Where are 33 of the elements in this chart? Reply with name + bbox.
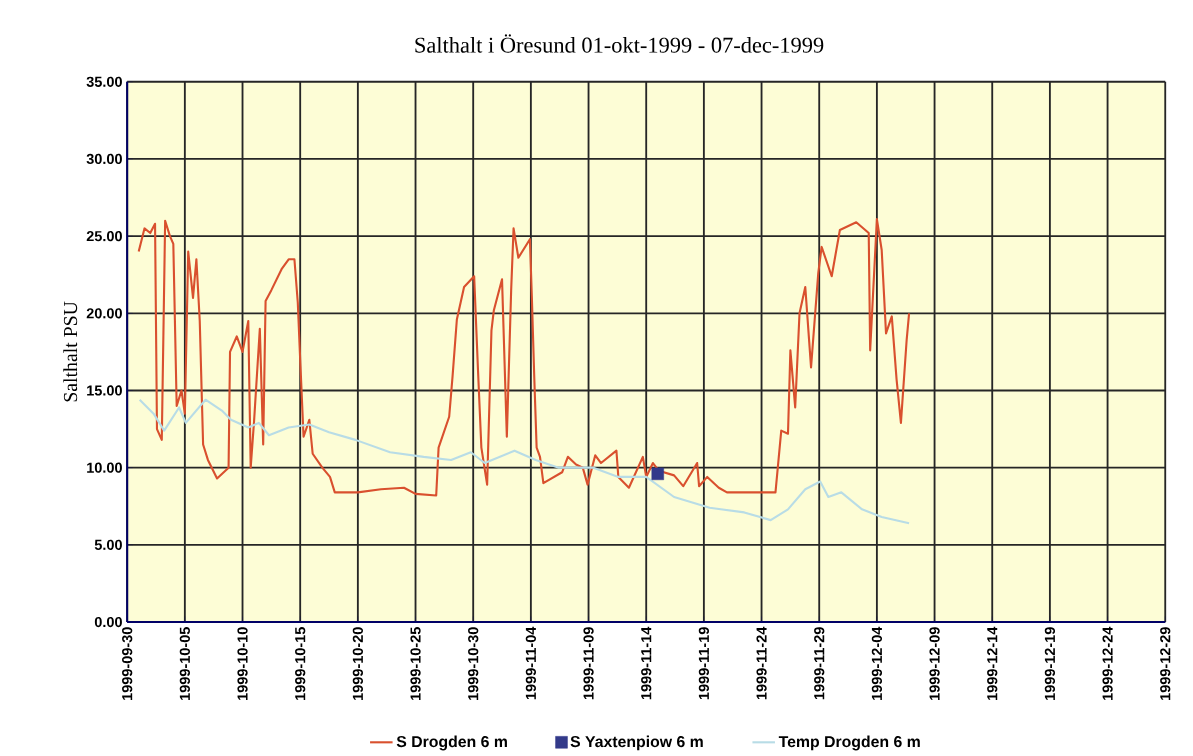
x-tick-label: 1999-10-25	[410, 627, 421, 700]
y-tick-label: 15.00	[87, 385, 122, 396]
y-tick-label: 35.00	[86, 76, 122, 87]
x-tick-label: 1999-12-14	[987, 626, 998, 700]
x-tick-label: 1999-12-19	[1044, 627, 1056, 700]
x-tick-label: 1999-10-10	[237, 627, 248, 700]
x-tick-label: 1999-09-30	[122, 627, 133, 700]
x-tick-label: 1999-11-29	[814, 627, 825, 700]
y-axis-title: Salthalt PSU	[63, 301, 78, 402]
x-tick-label: 1999-11-09	[583, 627, 594, 700]
y-tick-label: 5.00	[94, 539, 122, 550]
x-tick-label: 1999-12-29	[1160, 627, 1171, 700]
legend-label: S Drogden 6 m	[396, 735, 507, 751]
x-tick-label: 1999-11-19	[698, 627, 710, 700]
x-tick-label: 1999-12-24	[1102, 626, 1113, 700]
x-tick-label: 1999-10-30	[468, 627, 479, 700]
x-tick-label: 1999-11-24	[756, 626, 767, 700]
x-tick-label: 1999-12-09	[929, 627, 940, 700]
legend-label: Temp Drogden 6 m	[778, 735, 920, 751]
legend-label: S Yaxtenpiow 6 m	[570, 735, 703, 751]
x-tick-label: 1999-10-15	[295, 627, 306, 700]
y-tick-label: 30.00	[86, 153, 122, 165]
x-tick-label: 1999-10-05	[179, 627, 190, 700]
y-tick-label: 0.00	[94, 616, 122, 628]
y-tick-label: 20.00	[86, 308, 122, 319]
line-series	[138, 398, 911, 525]
y-tick-label: 10.00	[87, 462, 122, 473]
x-tick-label: 1999-11-14	[641, 626, 652, 700]
x-tick-label: 1999-11-04	[525, 626, 537, 700]
chart-title: Salthalt i Öresund 01-okt-1999 - 07-dec-1999	[415, 34, 824, 53]
y-tick-label: 25.00	[86, 231, 122, 242]
x-tick-label: 1999-10-20	[352, 627, 363, 700]
x-tick-label: 1999-12-04	[871, 626, 883, 700]
